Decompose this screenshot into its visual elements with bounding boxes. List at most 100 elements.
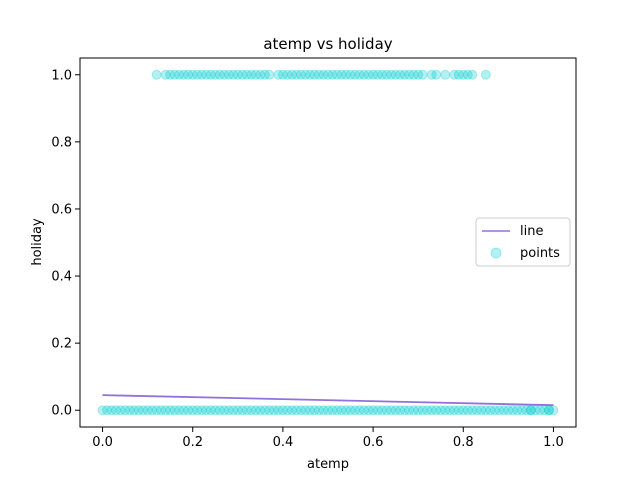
scatter-point — [458, 405, 469, 416]
scatter-point — [291, 405, 302, 416]
scatter-point — [237, 405, 248, 416]
x-tick-label: 0.6 — [363, 435, 384, 450]
scatter-point — [431, 405, 442, 416]
scatter-point — [404, 405, 415, 416]
scatter-point — [494, 405, 505, 416]
scatter-point — [160, 405, 171, 416]
x-axis-label: atemp — [307, 457, 349, 472]
scatter-point — [174, 405, 185, 416]
x-tick-label: 0.2 — [182, 435, 203, 450]
scatter-point — [471, 405, 482, 416]
scatter-point — [246, 405, 257, 416]
scatter-point — [350, 405, 361, 416]
x-tick-label: 0.0 — [92, 435, 113, 450]
scatter-point — [318, 69, 329, 80]
scatter-point — [359, 69, 370, 80]
scatter-point — [309, 405, 320, 416]
scatter-point — [151, 69, 162, 80]
scatter-point — [525, 405, 536, 416]
scatter-point — [327, 69, 338, 80]
scatter-point — [183, 405, 194, 416]
x-tick-label: 0.4 — [273, 435, 294, 450]
scatter-point — [476, 405, 487, 416]
legend: line points — [475, 217, 571, 267]
y-tick-label: 0.0 — [51, 404, 72, 419]
scatter-point — [485, 405, 496, 416]
scatter-point — [192, 405, 203, 416]
y-tick-label: 0.2 — [51, 337, 72, 352]
scatter-point — [102, 405, 113, 416]
legend-points-swatch — [490, 247, 502, 259]
scatter-point — [458, 69, 469, 80]
scatter-point — [390, 69, 401, 80]
scatter-point — [408, 69, 419, 80]
scatter-point — [386, 69, 397, 80]
scatter-point — [264, 69, 275, 80]
scatter-point — [404, 69, 415, 80]
y-axis: 0.0 0.2 0.4 0.6 0.8 1.0 — [51, 68, 80, 419]
scatter-point — [467, 69, 478, 80]
scatter-point — [106, 405, 117, 416]
scatter-point — [295, 405, 306, 416]
scatter-point — [350, 69, 361, 80]
scatter-point — [435, 405, 446, 416]
scatter-point — [223, 405, 234, 416]
scatter-point — [368, 405, 379, 416]
scatter-point — [138, 405, 149, 416]
scatter-point — [516, 405, 527, 416]
scatter-point — [259, 69, 270, 80]
scatter-point — [255, 69, 266, 80]
scatter-point — [241, 405, 252, 416]
scatter-point — [368, 69, 379, 80]
scatter-point — [498, 405, 509, 416]
scatter-point — [300, 405, 311, 416]
legend-label-line: line — [520, 224, 543, 239]
legend-box — [475, 217, 571, 267]
scatter-point — [169, 405, 180, 416]
y-tick-label: 0.8 — [51, 135, 72, 150]
scatter-point — [246, 69, 257, 80]
x-axis: 0.0 0.2 0.4 0.6 0.8 1.0 — [92, 427, 564, 450]
scatter-point — [399, 405, 410, 416]
scatter-point — [286, 405, 297, 416]
scatter-point — [160, 69, 171, 80]
scatter-point — [381, 405, 392, 416]
scatter-point — [129, 405, 140, 416]
scatter-point — [422, 405, 433, 416]
scatter-point — [214, 405, 225, 416]
scatter-point — [431, 69, 442, 80]
scatter-point — [332, 69, 343, 80]
scatter-point — [507, 405, 518, 416]
scatter-point — [323, 405, 333, 416]
scatter-point — [97, 405, 108, 416]
scatter-point — [165, 69, 176, 80]
scatter-point — [413, 405, 424, 416]
scatter-point — [178, 69, 189, 80]
y-tick-label: 0.6 — [51, 202, 72, 217]
scatter-point — [440, 405, 451, 416]
scatter-point — [525, 405, 536, 416]
scatter-point — [372, 69, 383, 80]
scatter-point — [124, 405, 135, 416]
scatter-point — [205, 69, 216, 80]
scatter-point — [300, 69, 311, 80]
scatter-point — [521, 405, 532, 416]
scatter-point — [503, 405, 514, 416]
y-tick-label: 1.0 — [51, 68, 72, 83]
scatter-point — [210, 69, 221, 80]
scatter-point — [259, 405, 270, 416]
scatter-point — [381, 69, 392, 80]
scatter-point — [273, 69, 284, 80]
scatter-point — [183, 69, 194, 80]
scatter-point — [142, 405, 153, 416]
axes-frame — [79, 57, 577, 428]
scatter-point — [214, 69, 225, 80]
scatter-point — [277, 69, 288, 80]
scatter-point — [304, 405, 315, 416]
scatter-point — [309, 69, 320, 80]
scatter-point — [268, 405, 279, 416]
scatter-point — [187, 69, 198, 80]
trend-line — [102, 394, 554, 407]
scatter-point — [354, 405, 365, 416]
scatter-point — [327, 405, 338, 416]
